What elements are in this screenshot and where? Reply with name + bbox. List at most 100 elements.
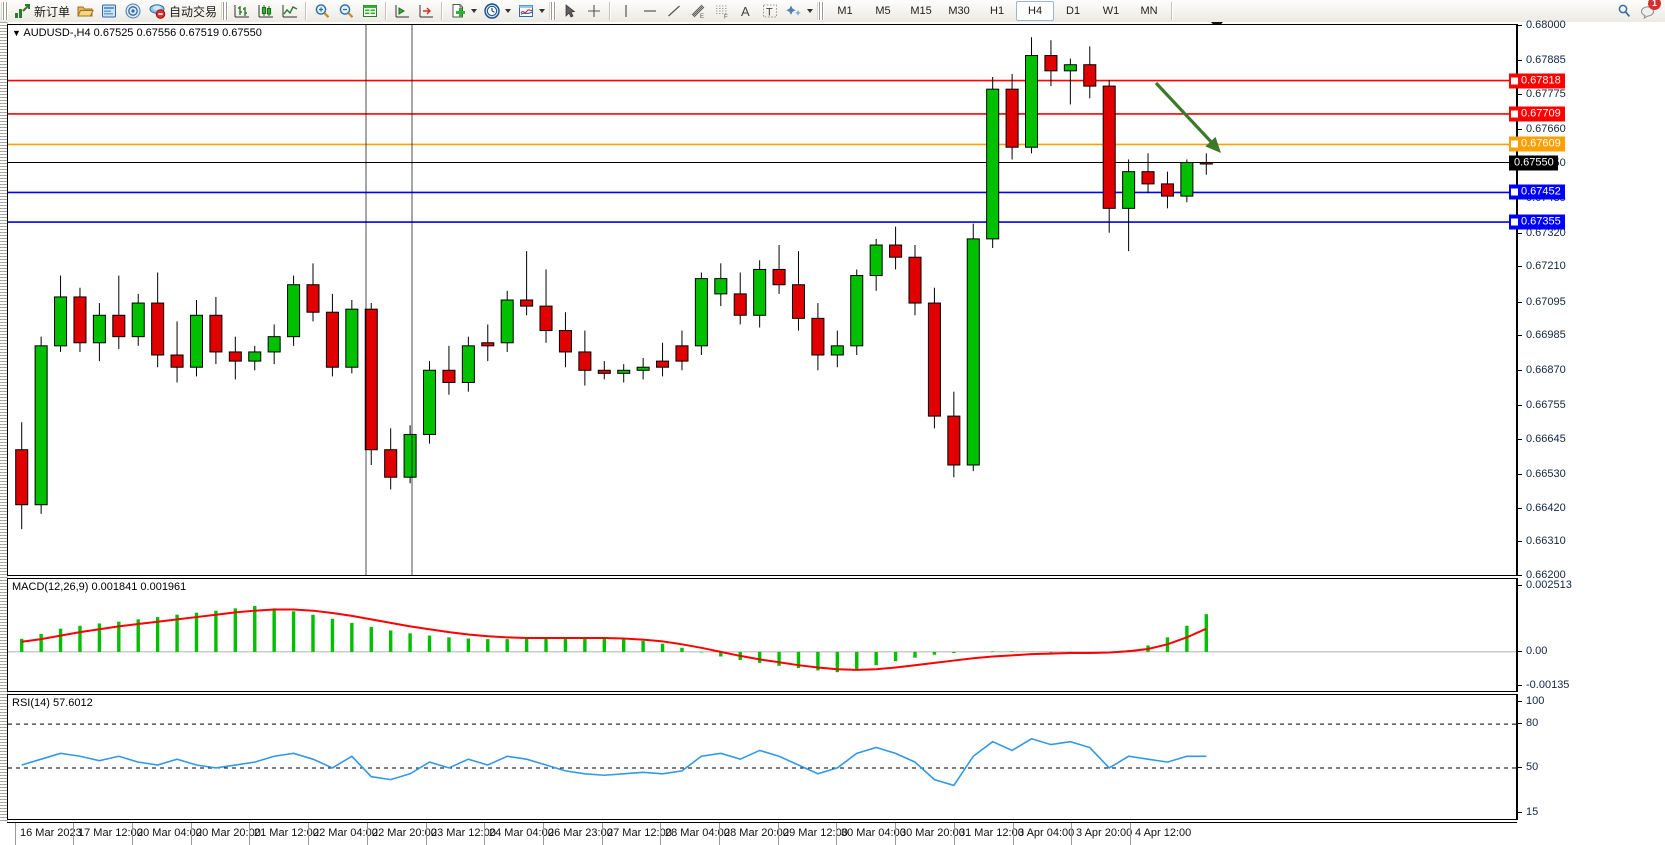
- price-line-value: 0.67709: [1521, 107, 1561, 120]
- candlestick-chart-button[interactable]: [254, 1, 278, 21]
- timeframe-w1[interactable]: W1: [1102, 5, 1120, 17]
- add-indicator-button[interactable]: [446, 1, 480, 21]
- rsi-pane[interactable]: RSI(14) 57.6012: [7, 694, 1517, 820]
- vertical-line-button[interactable]: [614, 1, 638, 21]
- zoom-out-button[interactable]: [334, 1, 358, 21]
- new-order-button[interactable]: 新订单: [10, 1, 73, 21]
- timeframe-mn[interactable]: MN: [1140, 5, 1158, 17]
- crosshair-icon: [585, 2, 603, 20]
- market-watch-button[interactable]: [97, 1, 121, 21]
- time-tick-label: 24 Mar 04:00: [489, 827, 554, 839]
- timeframe-h4[interactable]: H4: [1016, 1, 1055, 21]
- price-line-label-resistance-1[interactable]: 0.67818: [1509, 73, 1565, 89]
- toolbar-separator-2: [385, 2, 388, 20]
- macd-svg: [8, 606, 1516, 673]
- toolbar-grip[interactable]: [1, 2, 8, 20]
- price-line-handle-icon: [1511, 77, 1518, 85]
- price-pane[interactable]: ▼ AUDUSD-,H4 0.67525 0.67556 0.67519 0.6…: [7, 24, 1517, 576]
- open-file-button[interactable]: [73, 1, 97, 21]
- timeframe-m15[interactable]: M15: [910, 5, 932, 17]
- chevron-down-icon-2[interactable]: [505, 9, 512, 13]
- price-tick: 0.67320: [1518, 227, 1566, 239]
- timeframe-d1[interactable]: D1: [1066, 5, 1081, 17]
- time-tick-label: 21 Mar 12:00: [254, 827, 319, 839]
- zoom-in-button[interactable]: [310, 1, 334, 21]
- price-tick: 0.67210: [1518, 260, 1566, 272]
- price-line-label-support-1[interactable]: 0.67452: [1509, 184, 1565, 200]
- toolbar-separator-1: [305, 2, 308, 20]
- candle: [1160, 171, 1174, 209]
- price-line-label-resistance-2[interactable]: 0.67709: [1509, 106, 1565, 122]
- time-tick: 30 Mar 20:00: [895, 823, 965, 845]
- data-window-button[interactable]: [358, 1, 382, 21]
- line-chart-button[interactable]: [278, 1, 302, 21]
- time-tick-label: 22 Mar 20:00: [372, 827, 437, 839]
- svg-text:E: E: [700, 14, 704, 20]
- add-indicator-icon: [449, 2, 467, 20]
- time-tick-label: 29 Mar 12:00: [783, 827, 848, 839]
- text-label-button[interactable]: A: [734, 1, 758, 21]
- macd-scale[interactable]: 0.002513 0.00 -0.00135: [1517, 578, 1657, 692]
- time-tick-label: 27 Mar 12:00: [607, 827, 672, 839]
- chevron-down-icon-4[interactable]: [807, 9, 814, 13]
- objects-button[interactable]: [782, 1, 816, 21]
- auto-trading-button[interactable]: 自动交易: [145, 1, 220, 21]
- price-scale[interactable]: 0.68000 0.67885 0.67775 0.67660 0.67550 0.674…: [1509, 19, 1657, 581]
- svg-text:T: T: [766, 7, 773, 19]
- timeframe-h1[interactable]: H1: [990, 5, 1005, 17]
- templates-button[interactable]: [514, 1, 548, 21]
- macd-tick: -0.00135: [1518, 679, 1569, 691]
- timeframe-m30[interactable]: M30: [948, 5, 970, 17]
- toolbar-grip-4[interactable]: [817, 2, 825, 20]
- time-tick: 3 Apr 20:00: [1071, 823, 1132, 845]
- toolbar-grip-2[interactable]: [221, 2, 229, 20]
- price-pane-label: ▼ AUDUSD-,H4 0.67525 0.67556 0.67519 0.6…: [12, 27, 262, 39]
- candle: [209, 296, 223, 365]
- price-tick: 0.66755: [1518, 399, 1566, 411]
- crosshair-button[interactable]: [582, 1, 606, 21]
- toolbar-grip-3[interactable]: [549, 2, 557, 20]
- candle: [73, 287, 87, 352]
- chart-shift-button[interactable]: [414, 1, 438, 21]
- candle: [112, 275, 126, 349]
- horizontal-line-button[interactable]: [638, 1, 662, 21]
- timeframe-m1[interactable]: M1: [837, 5, 853, 17]
- bar-chart-button[interactable]: [230, 1, 254, 21]
- candle: [578, 330, 592, 386]
- rsi-tick: 80: [1518, 717, 1538, 729]
- price-tick: 0.66310: [1518, 535, 1566, 547]
- price-tick: 0.67885: [1518, 54, 1566, 66]
- down-arrow-icon[interactable]: [1154, 81, 1221, 153]
- macd-pane[interactable]: MACD(12,26,9) 0.001841 0.001961: [7, 578, 1517, 692]
- time-scale[interactable]: 16 Mar 2023 17 Mar 12:00 20 Mar 04:00 20 Ma…: [7, 822, 1517, 845]
- candle: [1122, 159, 1136, 252]
- timeframe-m5[interactable]: M5: [875, 5, 891, 17]
- candle: [325, 293, 339, 377]
- signals-button[interactable]: [121, 1, 145, 21]
- fibonacci-icon: F: [713, 2, 731, 20]
- periods-button[interactable]: [480, 1, 514, 21]
- time-tick-label: 3 Apr 04:00: [1018, 827, 1075, 839]
- rsi-scale[interactable]: 100 80 50 15: [1517, 694, 1657, 820]
- search-icon[interactable]: [1615, 2, 1633, 20]
- fibonacci-button[interactable]: F: [710, 1, 734, 21]
- trendline-button[interactable]: [662, 1, 686, 21]
- rsi-tick: 50: [1518, 761, 1538, 773]
- market-watch-icon: [100, 2, 118, 20]
- price-tick: 0.66985: [1518, 329, 1566, 341]
- equidistant-channel-button[interactable]: E: [686, 1, 710, 21]
- time-tick: 24 Mar 04:00: [484, 823, 554, 845]
- cursor-button[interactable]: [558, 1, 582, 21]
- price-line-handle-icon: [1511, 140, 1518, 148]
- candle: [558, 312, 572, 368]
- price-line-label-pivot[interactable]: 0.67609: [1509, 136, 1565, 152]
- chevron-down-icon[interactable]: [471, 9, 478, 13]
- candle: [947, 391, 961, 478]
- auto-scroll-button[interactable]: [390, 1, 414, 21]
- notification-icon[interactable]: 1: [1639, 0, 1661, 20]
- chevron-down-icon-3[interactable]: [539, 9, 546, 13]
- price-header-text: AUDUSD-,H4 0.67525 0.67556 0.67519 0.675…: [23, 27, 262, 39]
- chart-shift-icon: [417, 2, 435, 20]
- text-box-button[interactable]: T: [758, 1, 782, 21]
- price-line-label-support-2[interactable]: 0.67355: [1509, 214, 1565, 230]
